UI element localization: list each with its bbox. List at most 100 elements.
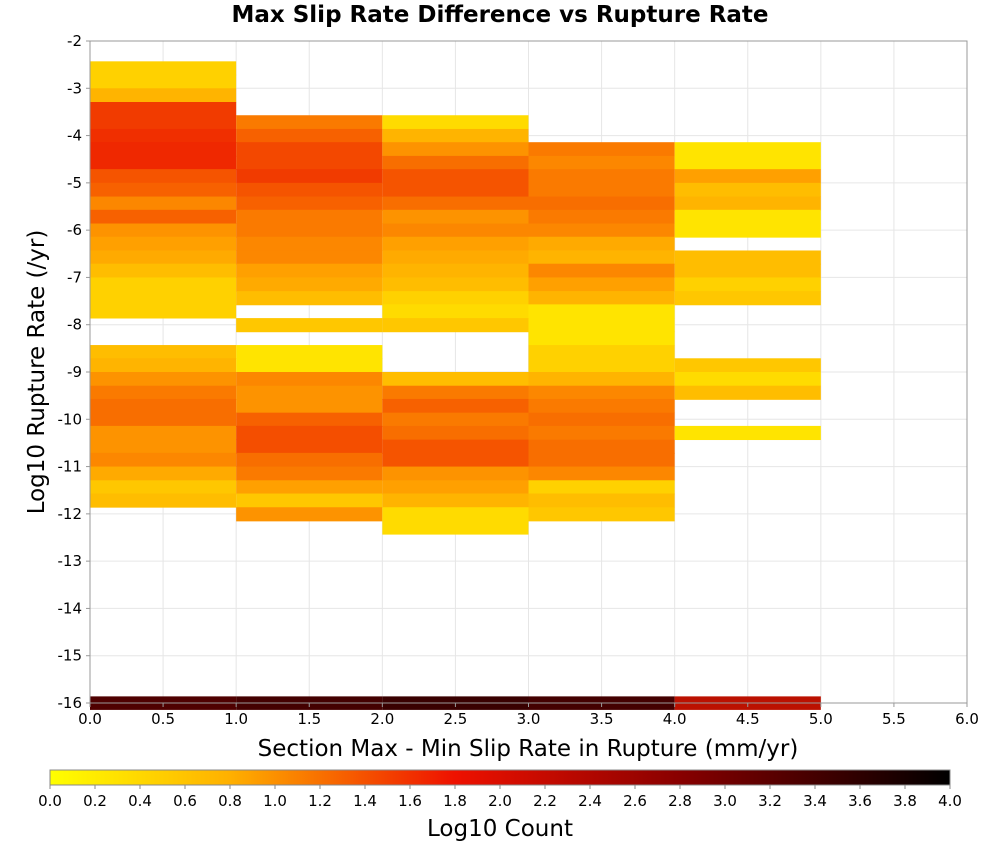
heatmap-cell bbox=[528, 223, 675, 238]
heatmap-cell bbox=[382, 398, 529, 414]
heatmap-cell bbox=[236, 466, 383, 481]
heatmap-cell bbox=[528, 412, 675, 427]
heatmap-cell bbox=[674, 196, 821, 211]
heatmap-cell bbox=[90, 412, 237, 427]
y-tick-label: -13 bbox=[58, 552, 83, 570]
heatmap-cell bbox=[382, 507, 529, 522]
heatmap-cell bbox=[528, 439, 675, 454]
heatmap-cell bbox=[90, 182, 237, 197]
colorbar-tick-label: 0.8 bbox=[218, 792, 242, 810]
y-tick-label: -7 bbox=[67, 268, 82, 286]
heatmap-cell bbox=[382, 439, 529, 454]
colorbar-tick-label: 2.2 bbox=[533, 792, 557, 810]
heatmap-cell bbox=[528, 209, 675, 224]
colorbar-tick-label: 4.0 bbox=[938, 792, 962, 810]
heatmap-cell bbox=[90, 304, 237, 319]
colorbar-tick-label: 3.6 bbox=[848, 792, 872, 810]
heatmap-cell bbox=[236, 155, 383, 171]
heatmap-cell bbox=[382, 142, 529, 157]
heatmap-cell bbox=[236, 128, 383, 144]
colorbar-tick-label: 0.6 bbox=[173, 792, 197, 810]
heatmap-cell bbox=[382, 223, 529, 238]
heatmap-cell bbox=[236, 277, 383, 292]
x-tick-label: 1.5 bbox=[297, 710, 321, 728]
heatmap-cell bbox=[528, 493, 675, 508]
colorbar-ticks: 0.0 0.2 0.4 0.6 0.8 1.0 1.2 1.4 1.6 1.8 2.0 2.2 2.4 2… bbox=[38, 785, 962, 810]
y-tick-label: -2 bbox=[67, 32, 82, 50]
heatmap-cell bbox=[528, 169, 675, 184]
heatmap-cell bbox=[236, 439, 383, 454]
heatmap-cell bbox=[90, 236, 237, 251]
chart-title: Max Slip Rate Difference vs Rupture Rate bbox=[231, 2, 769, 28]
heatmap-cell bbox=[528, 236, 675, 251]
heatmap-cell bbox=[90, 398, 237, 414]
y-tick-label: -8 bbox=[67, 316, 82, 334]
heatmap-cell bbox=[674, 425, 821, 441]
heatmap-cell bbox=[236, 480, 383, 495]
heatmap-cell bbox=[528, 196, 675, 211]
x-axis-title: Section Max - Min Slip Rate in Rupture (… bbox=[258, 736, 799, 762]
heatmap-cell bbox=[382, 115, 529, 130]
heatmap-cell bbox=[236, 291, 383, 306]
heatmap-cell bbox=[528, 452, 675, 467]
heatmap-cell bbox=[382, 236, 529, 251]
heatmap-cell bbox=[236, 507, 383, 522]
y-tick-label: -3 bbox=[67, 79, 82, 97]
heatmap-cell bbox=[236, 425, 383, 441]
heatmap-cell bbox=[90, 358, 237, 373]
x-tick-label: 0.0 bbox=[78, 710, 102, 728]
heatmap-cell bbox=[236, 250, 383, 265]
heatmap-cell bbox=[236, 263, 383, 278]
x-axis-ticks: 0.0 0.5 1.0 1.5 2.0 2.5 3.0 3.5 4.0 4.5 5.0 5.5 6.0 bbox=[78, 703, 979, 728]
colorbar bbox=[49, 769, 951, 786]
heatmap-cell bbox=[674, 250, 821, 265]
heatmap-cell bbox=[528, 277, 675, 292]
heatmap-cell bbox=[90, 115, 237, 130]
y-tick-label: -10 bbox=[58, 410, 83, 428]
heatmap-cell bbox=[528, 318, 675, 333]
heatmap-cell bbox=[528, 263, 675, 278]
x-tick-label: 5.5 bbox=[882, 710, 906, 728]
heatmap-cell bbox=[382, 412, 529, 427]
heatmap-cell bbox=[382, 182, 529, 197]
x-tick-label: 5.0 bbox=[809, 710, 833, 728]
heatmap-cell bbox=[236, 372, 383, 387]
colorbar-tick-label: 3.8 bbox=[893, 792, 917, 810]
heatmap-cell bbox=[674, 223, 821, 238]
heatmap-cell bbox=[90, 74, 237, 89]
heatmap-cell bbox=[674, 182, 821, 197]
heatmap-cell bbox=[90, 291, 237, 306]
heatmap-cell bbox=[90, 480, 237, 495]
heatmap-cell bbox=[236, 345, 383, 360]
x-tick-label: 2.5 bbox=[443, 710, 467, 728]
heatmap-cell bbox=[382, 169, 529, 184]
heatmap-cell bbox=[528, 480, 675, 495]
colorbar-tick-label: 3.0 bbox=[713, 792, 737, 810]
heatmap-cell bbox=[236, 358, 383, 373]
heatmap-cell bbox=[528, 372, 675, 387]
heatmap-cell bbox=[236, 182, 383, 197]
heatmap-cell bbox=[528, 398, 675, 414]
colorbar-tick-label: 2.6 bbox=[623, 792, 647, 810]
heatmap-cell bbox=[382, 466, 529, 481]
heatmap-cell bbox=[528, 385, 675, 400]
y-tick-label: -12 bbox=[58, 505, 83, 523]
colorbar-tick-label: 0.2 bbox=[83, 792, 107, 810]
heatmap-cell bbox=[674, 358, 821, 373]
heatmap-cell bbox=[236, 236, 383, 251]
heatmap-cell bbox=[528, 507, 675, 522]
y-axis-title: Log10 Rupture Rate (/yr) bbox=[24, 230, 50, 515]
heatmap-cell bbox=[236, 385, 383, 400]
heatmap-cell bbox=[90, 88, 237, 103]
colorbar-tick-label: 2.8 bbox=[668, 792, 692, 810]
heatmap-cell bbox=[528, 358, 675, 373]
heatmap-cell bbox=[674, 209, 821, 224]
colorbar-title: Log10 Count bbox=[427, 816, 573, 842]
heatmap-cell bbox=[90, 155, 237, 171]
heatmap-cell bbox=[382, 196, 529, 211]
heatmap-cell bbox=[236, 452, 383, 467]
heatmap-cell bbox=[674, 263, 821, 278]
x-tick-label: 4.0 bbox=[663, 710, 687, 728]
y-tick-label: -9 bbox=[67, 363, 82, 381]
x-tick-label: 4.5 bbox=[736, 710, 760, 728]
